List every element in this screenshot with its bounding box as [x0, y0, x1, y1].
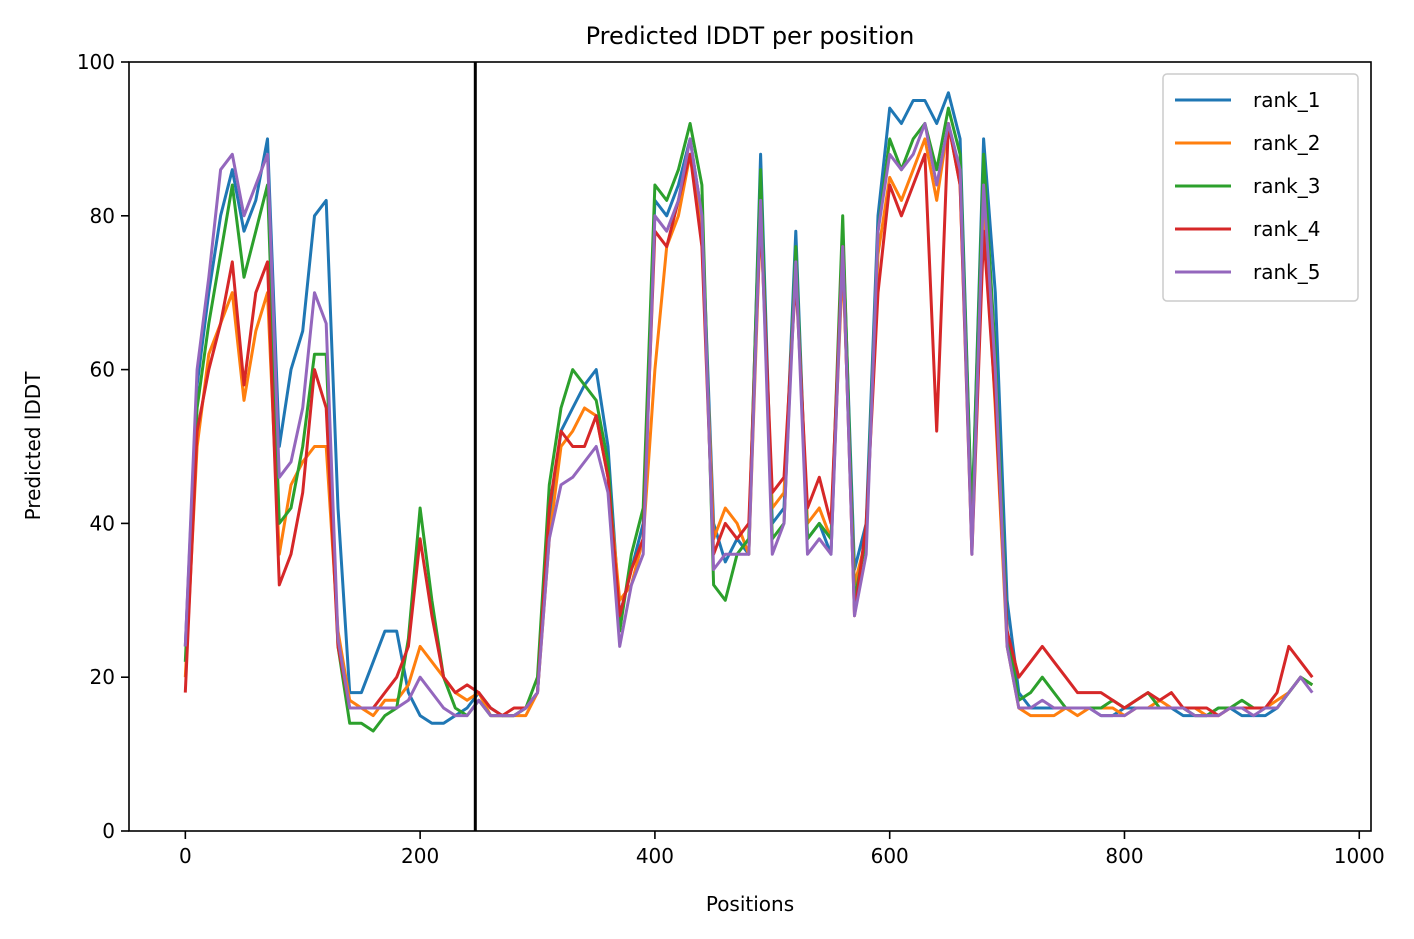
legend-label-rank_2: rank_2 [1253, 131, 1320, 155]
x-tick-label: 600 [871, 844, 909, 868]
x-tick-label: 0 [179, 844, 192, 868]
legend-label-rank_5: rank_5 [1253, 260, 1320, 284]
y-tick-label: 20 [90, 665, 115, 689]
series-layer [183, 91, 1314, 733]
y-axis-label: Predicted lDDT [21, 371, 45, 521]
legend: rank_1 rank_2 rank_3 rank_4 rank_5 [1162, 73, 1359, 302]
series-line-rank_5 [183, 122, 1314, 718]
chart-title: Predicted lDDT per position [586, 22, 915, 50]
x-axis: 0 200 400 600 800 1000 [179, 831, 1385, 868]
legend-label-rank_3: rank_3 [1253, 174, 1320, 198]
legend-label-rank_4: rank_4 [1253, 217, 1320, 241]
y-tick-label: 40 [90, 511, 115, 535]
series-line-rank_1 [183, 91, 1314, 725]
legend-frame [1162, 73, 1359, 302]
y-tick-label: 100 [77, 50, 115, 74]
x-tick-label: 1000 [1334, 844, 1385, 868]
x-tick-label: 800 [1105, 844, 1143, 868]
y-tick-label: 0 [102, 819, 115, 843]
series-line-rank_3 [183, 106, 1314, 733]
x-tick-label: 200 [401, 844, 439, 868]
plot-area-frame [128, 61, 1372, 832]
x-tick-label: 400 [636, 844, 674, 868]
x-axis-label: Positions [706, 892, 794, 916]
series-line-rank_4 [183, 122, 1314, 718]
series-line-rank_2 [183, 122, 1314, 718]
y-tick-label: 60 [90, 358, 115, 382]
legend-label-rank_1: rank_1 [1253, 88, 1320, 112]
y-tick-label: 80 [90, 204, 115, 228]
y-axis: 0 20 40 60 80 100 [77, 50, 129, 843]
